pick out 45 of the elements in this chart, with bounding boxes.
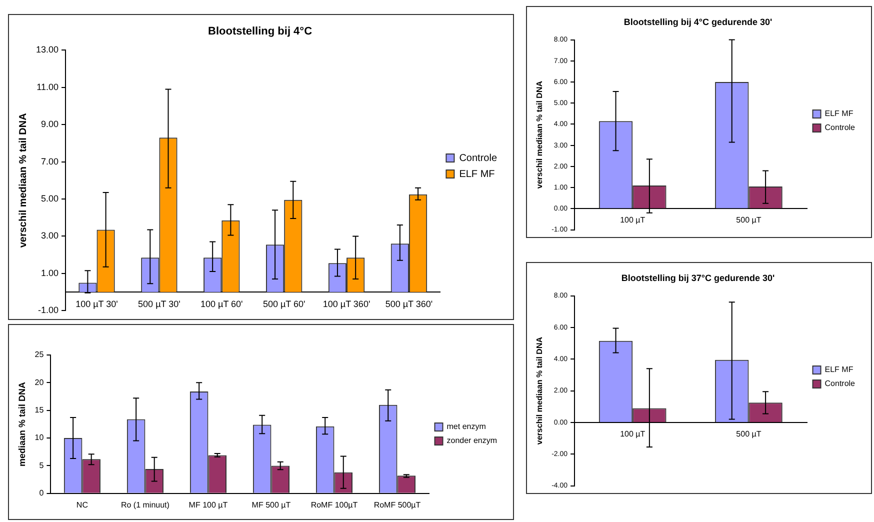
y-axis-title: mediaan % tail DNA — [16, 381, 27, 466]
y-tick-label: 20 — [34, 378, 44, 387]
y-tick-label: 0 — [39, 488, 44, 498]
x-tick-label: Ro (1 minuut) — [120, 500, 170, 510]
x-tick-label: 500 µT — [736, 216, 762, 225]
legend-label: Controle — [824, 379, 856, 388]
y-tick-label: 15 — [34, 406, 44, 415]
legend-label: zonder enzym — [446, 436, 498, 446]
x-tick-label: 100 µT 30' — [76, 298, 118, 309]
legend-label: ELF MF — [824, 365, 854, 374]
x-tick-label: 500 µT 360' — [385, 298, 433, 309]
y-tick-label: 13.00 — [36, 44, 59, 55]
x-tick-label: RoMF 500µT — [374, 500, 421, 510]
y-tick-label: 1.00 — [40, 268, 59, 278]
x-tick-label: 100 µT 60' — [200, 298, 244, 309]
x-tick-label: 100 µT 360' — [322, 298, 370, 309]
legend-label: ELF MF — [459, 168, 495, 180]
y-tick-label: 7.00 — [40, 156, 59, 166]
chart-title: Blootstelling bij 37°C gedurende 30' — [621, 272, 775, 283]
x-tick-label: 500 µT 30' — [138, 298, 181, 309]
x-tick-label: 100 µT — [620, 216, 646, 225]
y-tick-label: 25 — [34, 350, 44, 360]
x-tick-label: 500 µT — [736, 429, 762, 438]
y-axis-title: verschil mediaan % tail DNA — [535, 336, 544, 445]
y-tick-label: 5 — [39, 460, 44, 470]
y-axis-title: verschil mediaan % tail DNA — [18, 113, 29, 248]
y-tick-label: 3.00 — [40, 230, 59, 241]
x-tick-label: RoMF 100µT — [310, 500, 358, 510]
y-tick-label: 10 — [34, 433, 44, 442]
y-tick-label: 11.00 — [36, 82, 59, 92]
x-tick-label: 500 µT 60' — [262, 298, 306, 309]
legend-label: Controle — [824, 123, 856, 132]
legend-label: ELF MF — [824, 109, 854, 118]
y-tick-label: -1.00 — [38, 305, 59, 316]
x-tick-label: MF 100 µT — [188, 500, 228, 510]
chart-title: Blootstelling bij 4°C gedurende 30' — [624, 16, 772, 27]
legend-label: met enzym — [446, 422, 486, 432]
chart-title: Blootstelling bij 4°C — [208, 26, 312, 38]
x-tick-label: MF 500 µT — [252, 500, 291, 510]
x-tick-label: NC — [76, 500, 88, 510]
x-tick-label: 100 µT — [620, 429, 646, 438]
y-tick-label: 9.00 — [40, 119, 59, 130]
y-axis-title: verschil mediaan % tail DNA — [535, 80, 544, 189]
legend-label: Controle — [459, 152, 498, 164]
y-tick-label: 5.00 — [40, 193, 59, 204]
